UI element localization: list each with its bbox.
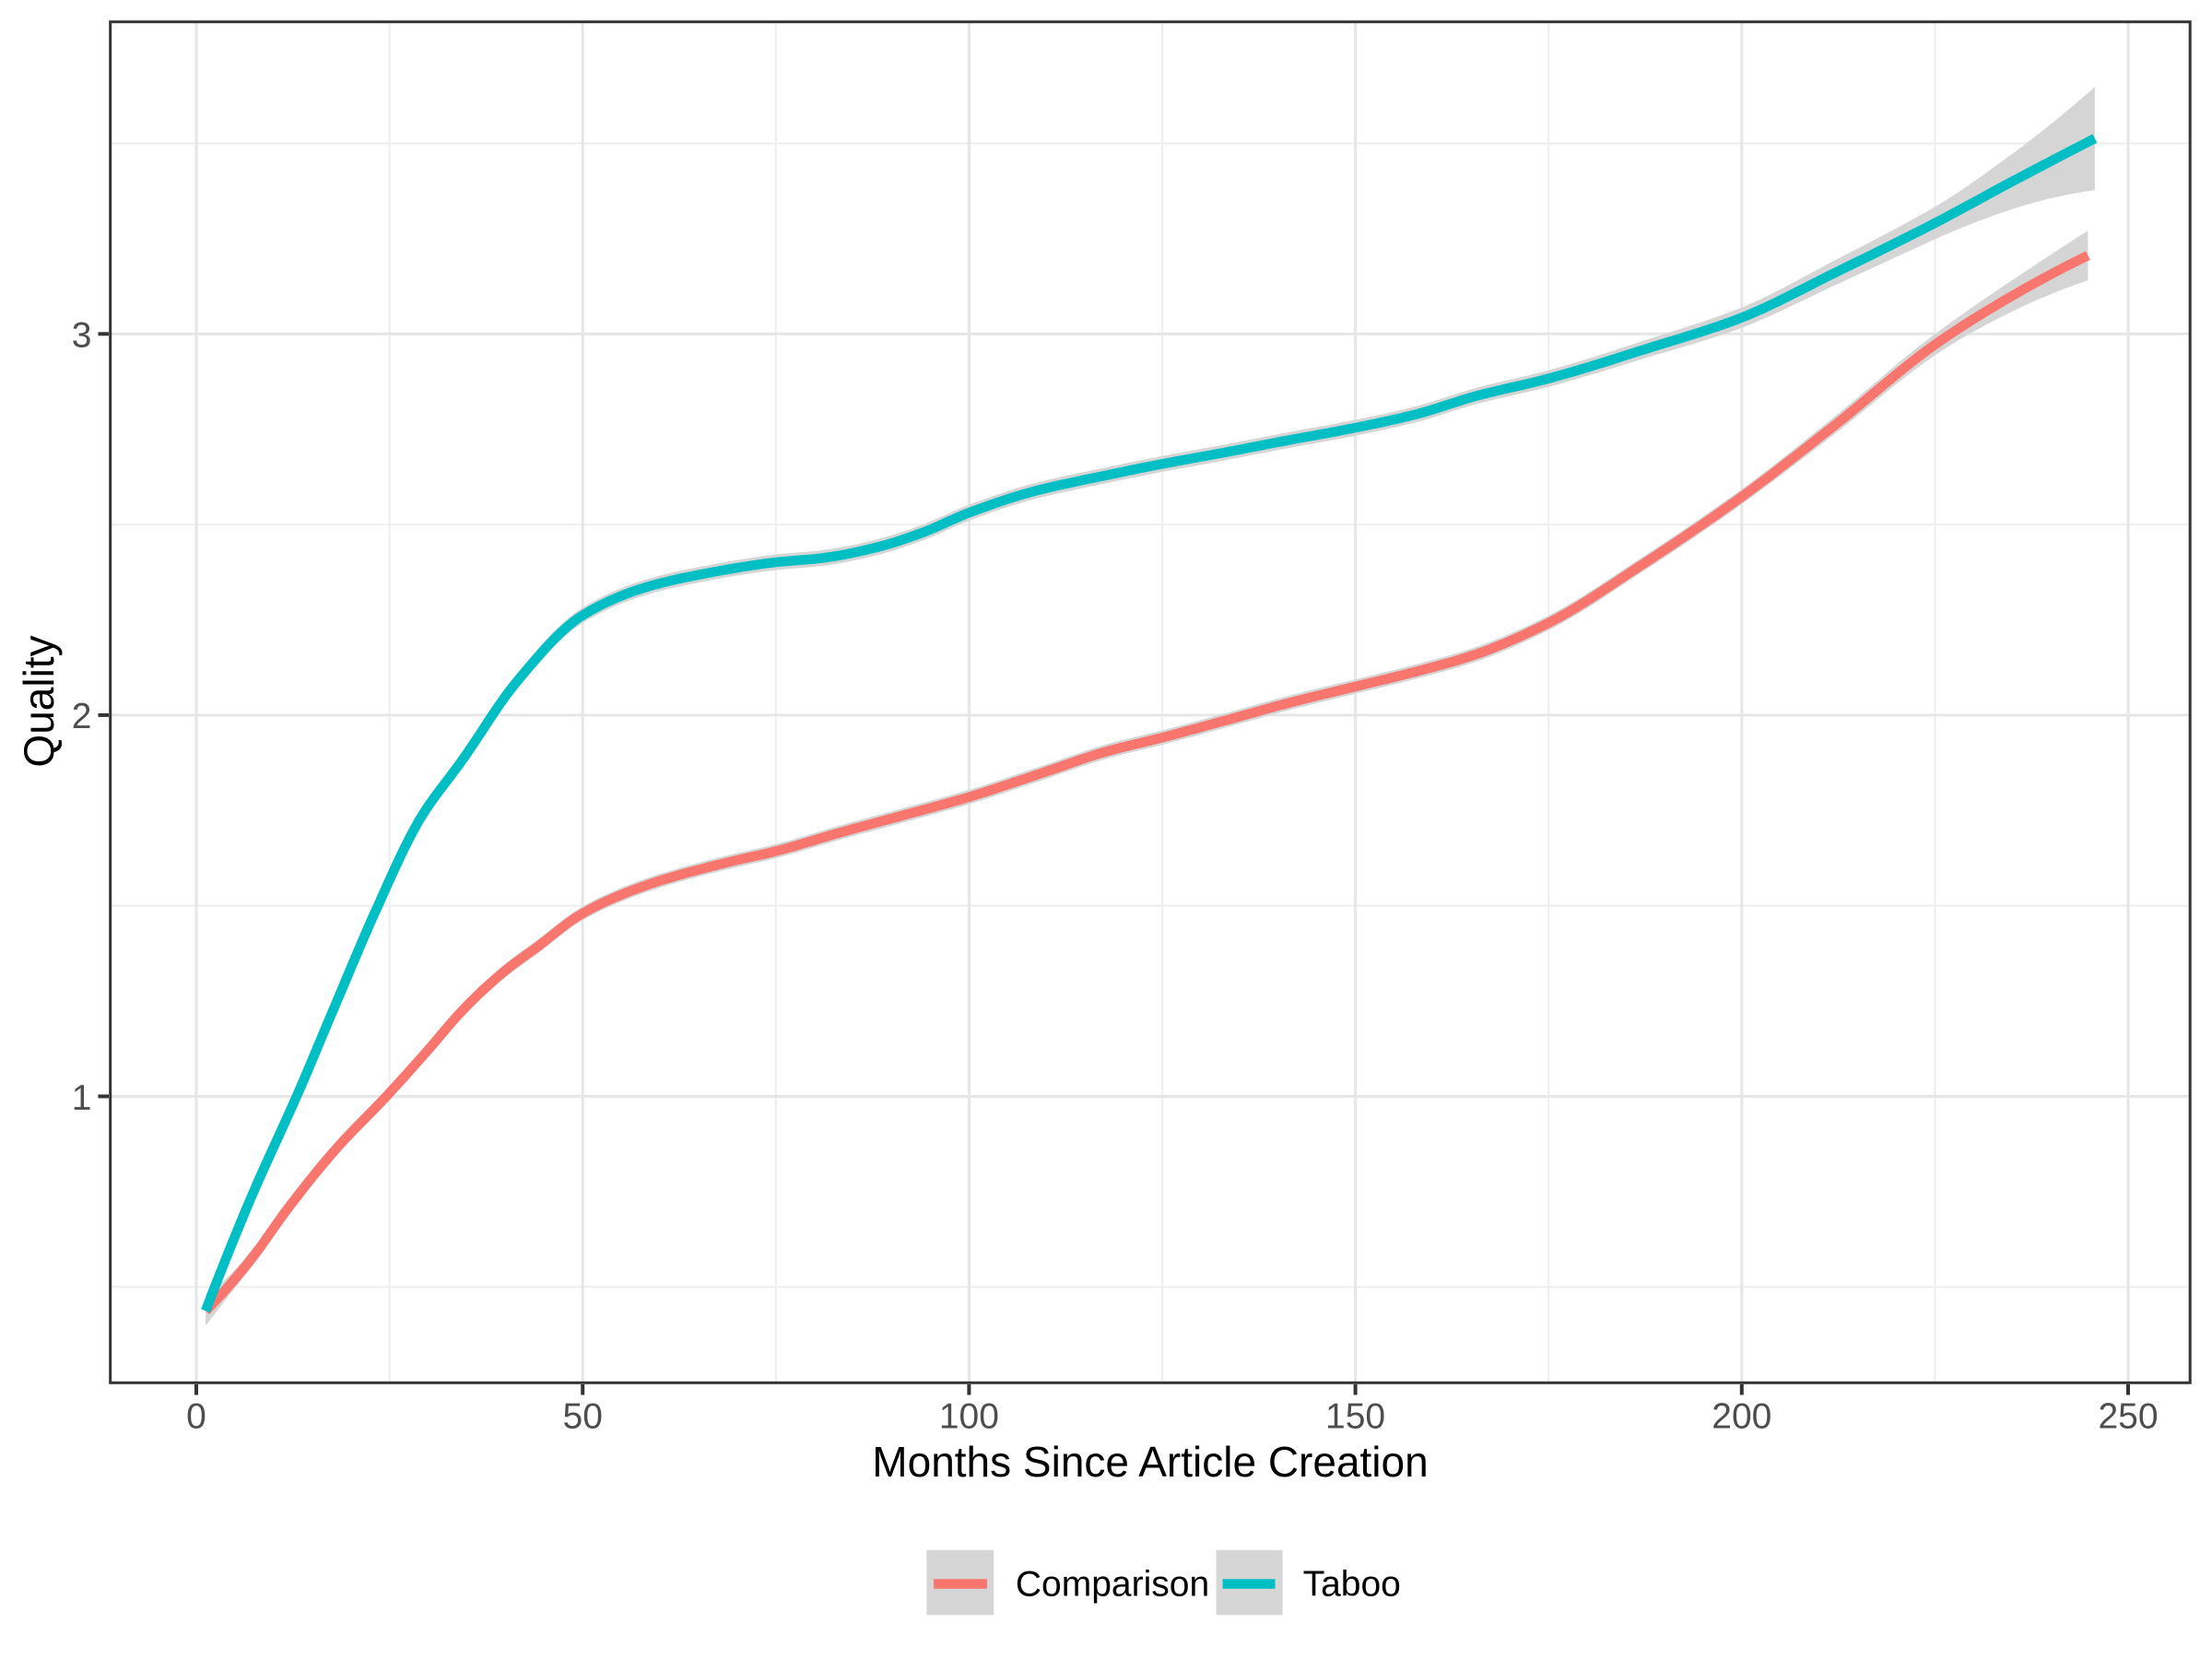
svg-text:150: 150 (1325, 1396, 1385, 1436)
svg-text:3: 3 (72, 316, 92, 356)
svg-text:2: 2 (72, 697, 92, 736)
svg-text:Quality: Quality (15, 635, 63, 767)
svg-text:1: 1 (72, 1078, 92, 1118)
svg-text:250: 250 (2098, 1396, 2158, 1436)
svg-text:Months Since Article Creation: Months Since Article Creation (872, 1438, 1428, 1486)
svg-text:100: 100 (939, 1396, 999, 1436)
svg-text:Taboo: Taboo (1303, 1565, 1401, 1605)
svg-text:0: 0 (186, 1396, 206, 1436)
svg-text:50: 50 (563, 1396, 603, 1436)
svg-text:Comparison: Comparison (1016, 1565, 1209, 1605)
svg-text:200: 200 (1712, 1396, 1771, 1436)
